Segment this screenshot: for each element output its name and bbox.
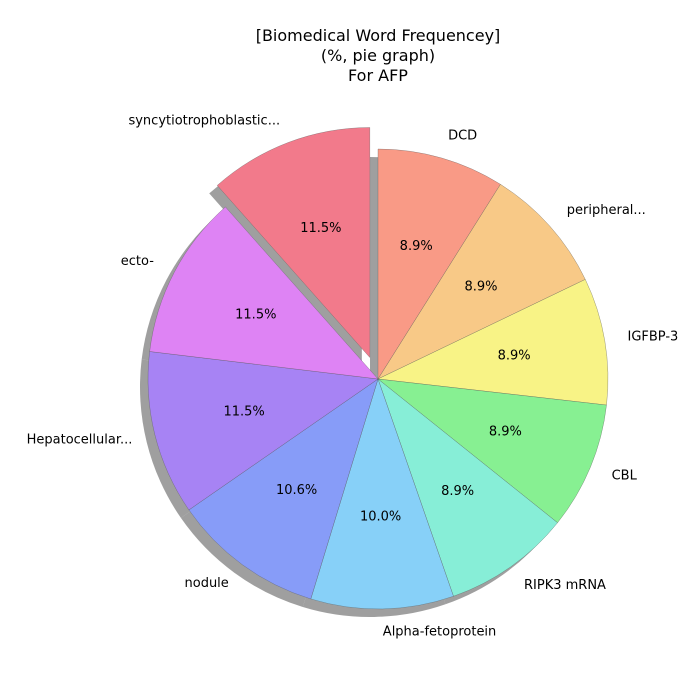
slice-4-percent-label: 8.9% bbox=[489, 425, 522, 440]
pie-slices bbox=[147, 127, 609, 610]
slice-8-percent-label: 11.5% bbox=[223, 405, 264, 420]
slice-1-percent-label: 8.9% bbox=[400, 239, 433, 254]
slice-10 bbox=[217, 127, 370, 358]
slice-9-percent-label: 11.5% bbox=[235, 308, 276, 323]
slice-1-category-label: DCD bbox=[448, 128, 477, 143]
slice-3-percent-label: 8.9% bbox=[498, 349, 531, 364]
slice-7-category-label: nodule bbox=[185, 576, 229, 591]
slice-9-category-label: ecto- bbox=[121, 254, 154, 269]
slice-5-percent-label: 8.9% bbox=[441, 484, 474, 499]
slice-4 bbox=[377, 378, 607, 523]
slice-2 bbox=[377, 184, 586, 380]
pie-labels: 8.9% DCD 8.9% peripheral... 8.9% IGFBP-3 8.9% C… bbox=[27, 114, 679, 640]
slice-3-category-label: IGFBP-3 bbox=[628, 329, 679, 344]
slice-7-percent-label: 10.6% bbox=[276, 483, 317, 498]
slice-8 bbox=[147, 351, 379, 511]
chart-title-line-2: (%, pie graph) bbox=[321, 46, 435, 65]
slice-6-percent-label: 10.0% bbox=[360, 510, 401, 525]
slice-4-category-label: CBL bbox=[612, 469, 638, 484]
slice-6 bbox=[310, 378, 454, 610]
slice-9 bbox=[149, 206, 379, 380]
chart-title: [Biomedical Word Frequencey] (%, pie gra… bbox=[256, 26, 501, 85]
slice-8-category-label: Hepatocellular... bbox=[27, 432, 133, 447]
slice-3 bbox=[377, 279, 609, 406]
slice-1 bbox=[377, 148, 501, 380]
slice-10-category-label: syncytiotrophoblastic... bbox=[128, 114, 280, 129]
slice-2-category-label: peripheral... bbox=[567, 203, 646, 218]
chart-title-line-3: For AFP bbox=[348, 66, 408, 85]
slice-5-category-label: RIPK3 mRNA bbox=[524, 578, 606, 593]
slice-5 bbox=[377, 378, 558, 597]
slice-7 bbox=[188, 378, 379, 600]
slice-6-category-label: Alpha-fetoprotein bbox=[383, 625, 497, 640]
chart-title-line-1: [Biomedical Word Frequencey] bbox=[256, 26, 501, 45]
slice-2-percent-label: 8.9% bbox=[464, 280, 497, 295]
slice-10-percent-label: 11.5% bbox=[300, 221, 341, 236]
